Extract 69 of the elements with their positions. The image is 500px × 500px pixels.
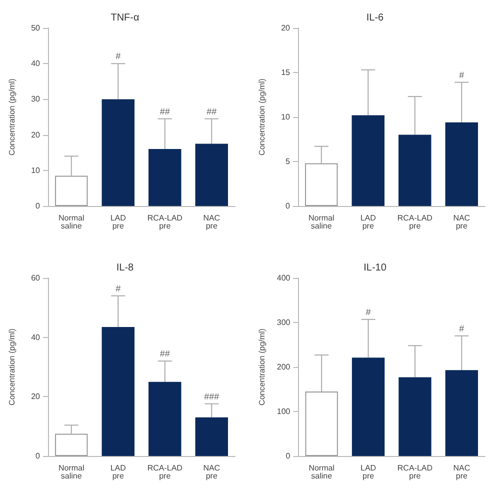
y-tick-label: 15 xyxy=(281,68,291,77)
y-tick-label: 200 xyxy=(276,362,291,372)
y-tick-label: 40 xyxy=(31,332,41,342)
y-tick-label: 100 xyxy=(276,407,291,416)
bar xyxy=(195,417,228,456)
x-tick-label: Normal saline xyxy=(308,464,335,480)
y-tick-label: 50 xyxy=(31,24,41,32)
x-tick-label: LAD pre xyxy=(110,464,126,480)
x-tick-label: NAC pre xyxy=(453,214,470,230)
annotation: # xyxy=(366,306,371,317)
x-tick-label: RCA-LAD pre xyxy=(397,214,433,230)
x-tick-label: NAC pre xyxy=(203,214,220,230)
chart-title: IL-10 xyxy=(364,262,387,274)
y-tick-label: 30 xyxy=(31,94,41,104)
y-axis-title: Concentration (pg/ml) xyxy=(258,328,266,406)
x-tick-label: LAD pre xyxy=(360,214,376,230)
y-tick-label: 400 xyxy=(276,274,291,282)
y-tick-label: 0 xyxy=(36,202,41,210)
bar xyxy=(398,134,432,206)
bar xyxy=(352,115,384,206)
bar xyxy=(55,176,88,206)
y-tick-label: 5 xyxy=(286,157,291,166)
y-tick-label: 0 xyxy=(286,452,291,460)
x-tick-label: LAD pre xyxy=(110,214,126,230)
bar xyxy=(55,434,88,456)
y-tick-label: 0 xyxy=(36,452,41,460)
y-axis-title: Concentration (pg/ml) xyxy=(8,328,16,406)
y-tick-label: 20 xyxy=(31,392,41,402)
y-tick-label: 0 xyxy=(286,202,291,210)
bar xyxy=(148,149,182,206)
annotation: ## xyxy=(160,348,170,359)
x-tick-label: Normal saline xyxy=(58,214,84,230)
y-tick-label: 10 xyxy=(281,112,291,122)
y-axis-title: Concentration (pg/ml) xyxy=(8,78,16,156)
y-tick-label: 300 xyxy=(276,318,291,327)
annotation: ### xyxy=(204,391,220,402)
x-tick-label: NAC pre xyxy=(203,464,220,480)
x-tick-label: RCA-LAD pre xyxy=(397,464,433,480)
x-tick-label: RCA-LAD pre xyxy=(147,464,183,480)
y-axis-title: Concentration (pg/ml) xyxy=(258,78,266,156)
bar xyxy=(195,144,228,206)
bar xyxy=(352,358,385,456)
annotation: ## xyxy=(206,106,217,116)
annotation: # xyxy=(116,51,121,62)
annotation: ## xyxy=(160,106,170,116)
y-tick-label: 20 xyxy=(31,130,41,140)
annotation: # xyxy=(459,323,464,334)
bar xyxy=(148,382,182,456)
chart-title: IL-8 xyxy=(116,262,134,274)
x-tick-label: NAC pre xyxy=(453,464,470,480)
chart-title: IL-6 xyxy=(366,12,384,24)
bar xyxy=(102,99,134,206)
chart-title: TNF-α xyxy=(110,12,140,24)
annotation: # xyxy=(116,283,121,294)
x-tick-label: RCA-LAD pre xyxy=(147,214,183,230)
bar xyxy=(305,163,338,206)
bar xyxy=(102,326,134,456)
y-tick-label: 10 xyxy=(31,166,41,175)
x-tick-label: Normal saline xyxy=(58,464,84,480)
bar xyxy=(445,370,478,456)
y-tick-label: 40 xyxy=(31,59,41,68)
bar xyxy=(398,377,432,456)
annotation: # xyxy=(459,70,464,80)
x-tick-label: LAD pre xyxy=(360,464,376,480)
y-tick-label: 20 xyxy=(281,24,291,32)
x-tick-label: Normal saline xyxy=(308,214,334,230)
bar xyxy=(305,391,338,456)
y-tick-label: 60 xyxy=(31,274,41,282)
bar xyxy=(445,122,478,206)
